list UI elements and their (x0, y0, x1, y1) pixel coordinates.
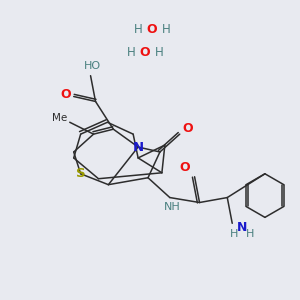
Text: H: H (154, 46, 163, 59)
Text: H: H (161, 22, 170, 36)
Text: O: O (61, 88, 71, 101)
Text: H: H (246, 229, 254, 239)
Text: Me: Me (52, 113, 68, 123)
Text: S: S (76, 167, 86, 180)
Text: HO: HO (84, 61, 101, 71)
Text: O: O (182, 122, 193, 135)
Text: N: N (133, 140, 144, 154)
Text: O: O (140, 46, 150, 59)
Text: O: O (147, 22, 157, 36)
Text: O: O (179, 161, 190, 174)
Text: N: N (237, 221, 247, 234)
Text: NH: NH (164, 202, 180, 212)
Text: H: H (127, 46, 136, 59)
Text: H: H (230, 229, 238, 239)
Text: H: H (134, 22, 142, 36)
